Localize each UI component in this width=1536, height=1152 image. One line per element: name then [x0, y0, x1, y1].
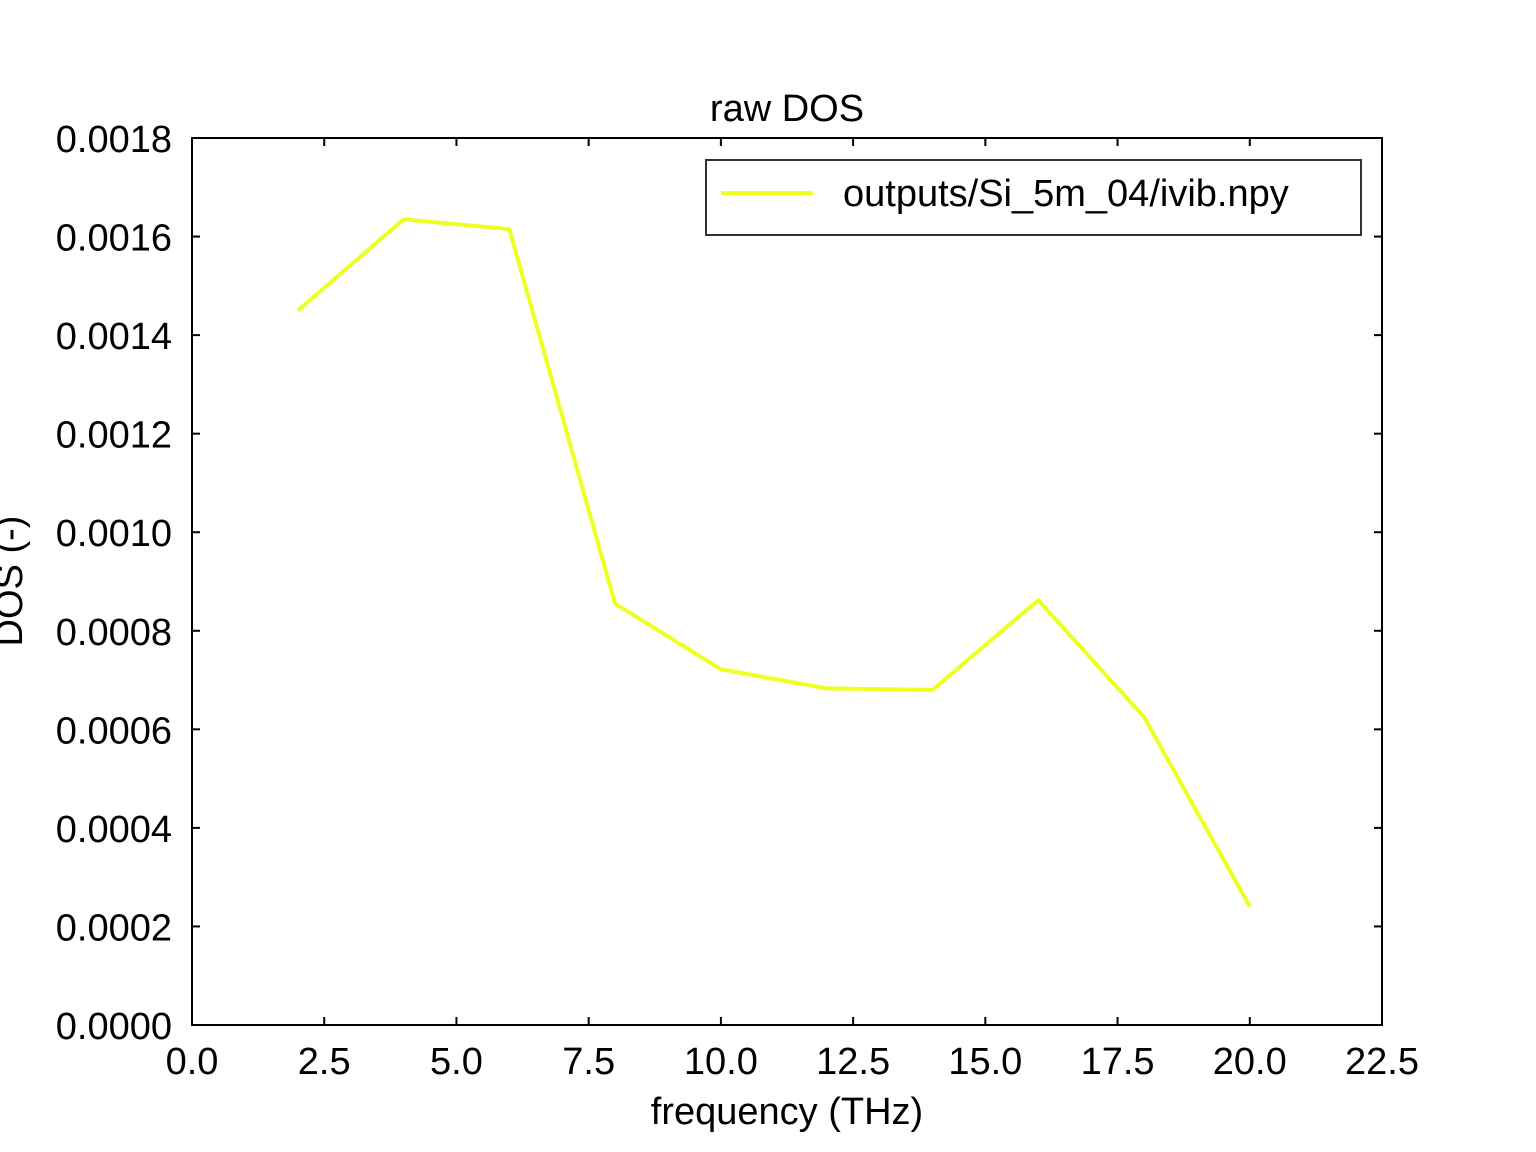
x-tick-label: 20.0 [1213, 1041, 1287, 1083]
y-axis-label: DOS (-) [0, 516, 31, 647]
legend-box [705, 159, 1362, 236]
y-tick-label: 0.0010 [56, 513, 172, 555]
tick-labels: 0.0 2.5 5.0 7.5 10.0 12.5 15.0 17.5 20.0 22.5 0.00… [56, 119, 1419, 1083]
y-tick-label: 0.0008 [56, 612, 172, 654]
y-tick-label: 0.0012 [56, 415, 172, 457]
y-tick-label: 0.0014 [56, 316, 172, 358]
series-line-0 [296, 217, 1252, 908]
y-tick-label: 0.0000 [56, 1006, 172, 1048]
y-tick-label: 0.0006 [56, 710, 172, 752]
x-tick-label: 0.0 [166, 1041, 219, 1083]
chart-title: raw DOS [710, 88, 864, 130]
x-tick-label: 12.5 [816, 1041, 890, 1083]
x-tick-label: 22.5 [1345, 1041, 1419, 1083]
x-axis-label: frequency (THz) [651, 1091, 923, 1133]
x-tick-label: 2.5 [298, 1041, 351, 1083]
legend-label: outputs/Si_5m_04/ivib.npy [843, 173, 1289, 215]
x-tick-label: 15.0 [948, 1041, 1022, 1083]
plot-frame [191, 137, 1383, 1026]
x-tick-label: 10.0 [684, 1041, 758, 1083]
y-tick-label: 0.0016 [56, 218, 172, 260]
x-tick-label: 5.0 [430, 1041, 483, 1083]
y-tick-label: 0.0004 [56, 809, 172, 851]
x-tick-label: 7.5 [562, 1041, 615, 1083]
x-tick-label: 17.5 [1081, 1041, 1155, 1083]
legend: outputs/Si_5m_04/ivib.npy [705, 159, 1362, 236]
series-layer [296, 217, 1252, 908]
y-tick-label: 0.0002 [56, 907, 172, 949]
axis-ticks [191, 137, 1383, 1026]
y-tick-label: 0.0018 [56, 119, 172, 161]
